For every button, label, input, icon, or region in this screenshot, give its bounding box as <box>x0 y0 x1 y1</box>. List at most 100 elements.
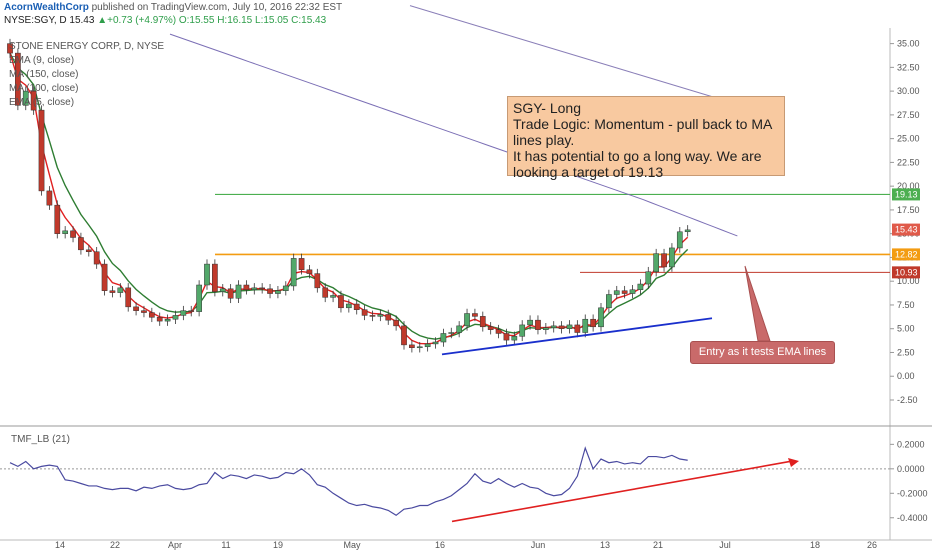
candle-body <box>70 230 76 238</box>
candle-body <box>46 190 53 206</box>
price-tick-label: 32.50 <box>897 62 920 72</box>
candle-body <box>432 341 439 345</box>
candle-body <box>290 258 297 287</box>
price-tick-label: 20.00 <box>897 181 920 191</box>
candle-body <box>38 109 45 192</box>
candle-body <box>558 325 565 329</box>
price-tag-label: 19.13 <box>895 189 918 199</box>
legend-ema9[interactable]: EMA (9, close) <box>9 55 75 66</box>
candle-body <box>416 346 423 349</box>
note-target: It has potential to go a long way. We ar… <box>513 148 762 180</box>
candle-body <box>172 315 179 320</box>
entry-callout: Entry as it tests EMA lines <box>690 341 835 364</box>
candle-body <box>156 317 163 322</box>
candle-body <box>495 329 502 334</box>
candle-body <box>322 287 329 298</box>
price-tag <box>892 266 920 279</box>
candle-body <box>227 288 234 299</box>
price-tick-label: 22.50 <box>897 157 920 167</box>
date-tick-label: Apr <box>168 540 182 550</box>
price-tag-label: 10.93 <box>895 267 918 277</box>
candle-body <box>401 325 407 346</box>
date-tick-label: 16 <box>435 540 445 550</box>
candle-body <box>219 288 226 292</box>
candle-body <box>196 284 202 312</box>
legend-ema5[interactable]: EMA (5, close) <box>9 97 75 108</box>
candle-body <box>338 295 344 309</box>
candle-body <box>109 290 116 293</box>
candle-body <box>212 263 218 292</box>
candle-body <box>282 285 289 291</box>
date-tick-label: Jun <box>531 540 546 550</box>
candle-body <box>479 316 486 328</box>
candle-body <box>645 271 652 285</box>
price-tick-label: 0.00 <box>897 371 915 381</box>
candle-body <box>574 324 581 333</box>
candle-body <box>511 336 518 341</box>
price-tick-label: 30.00 <box>897 86 920 96</box>
symbol-line: NYSE:SGY, D 15.43 ▲+0.73 (+4.97%) O:15.5… <box>4 15 326 26</box>
candle-body <box>7 43 13 54</box>
candle-body <box>164 318 171 322</box>
candle-body <box>251 287 258 290</box>
candle-body <box>369 315 376 317</box>
candle-body <box>598 307 604 328</box>
date-tick-label: 22 <box>110 540 120 550</box>
publisher-line: AcornWealthCorp published on TradingView… <box>4 2 342 13</box>
candle-body <box>503 333 510 341</box>
author-link[interactable]: AcornWealthCorp <box>4 2 89 13</box>
ohlc-values: O:15.55 H:16.15 L:15.05 C:15.43 <box>178 15 327 26</box>
candle-body <box>385 314 392 321</box>
legend-ma100[interactable]: MA (100, close) <box>9 83 79 94</box>
candle-body <box>456 325 463 333</box>
candle-body <box>424 343 431 348</box>
support-trendline <box>441 317 713 356</box>
legend-symbol[interactable]: STONE ENERGY CORP, D, NYSE <box>9 41 165 52</box>
price-tag <box>892 188 920 201</box>
candle-body <box>621 290 628 294</box>
date-tick-label: 26 <box>867 540 877 550</box>
candle-body <box>22 90 29 106</box>
date-tick-label: Jul <box>719 540 731 550</box>
candle-body <box>235 284 242 299</box>
note-logic: Trade Logic: Momentum - pull back to MA … <box>513 116 772 148</box>
candle-body <box>345 303 352 309</box>
price-tick-label: 5.00 <box>897 324 915 334</box>
candle-body <box>448 332 455 334</box>
candle-body <box>180 310 187 316</box>
candle-body <box>464 313 470 327</box>
candle-body <box>653 253 660 272</box>
tmf-tick-label: -0.4000 <box>897 513 928 523</box>
candle-body <box>243 284 250 290</box>
price-tick-label: 35.00 <box>897 39 920 49</box>
candle-body <box>542 327 549 330</box>
trade-note: SGY- Long Trade Logic: Momentum - pull b… <box>507 96 785 180</box>
date-tick-label: 11 <box>221 540 230 550</box>
candle-body <box>15 52 21 106</box>
candle-body <box>377 314 384 317</box>
candle-body <box>93 251 100 265</box>
candle-body <box>298 258 305 271</box>
candle-body <box>30 90 37 111</box>
candle-body <box>566 324 573 329</box>
candle-body <box>117 287 124 293</box>
candle-body <box>606 294 612 309</box>
price-change: +0.73 (+4.97%) <box>107 15 177 26</box>
ma150-line <box>409 5 765 113</box>
price-tick-label: 2.50 <box>897 347 915 357</box>
legend-ma150[interactable]: MA (150, close) <box>9 69 79 80</box>
candle-body <box>661 253 667 268</box>
symbol-label: NYSE:SGY, D <box>4 15 67 26</box>
candle-body <box>267 288 273 294</box>
candle-body <box>637 283 644 290</box>
candle-body <box>590 318 596 328</box>
price-tick-label: 10.00 <box>897 276 920 286</box>
candle-body <box>353 303 360 310</box>
candle-body <box>519 324 526 337</box>
indicator-label[interactable]: TMF_LB (21) <box>11 434 70 445</box>
tmf-tick-label: 0.2000 <box>897 439 925 449</box>
candle-body <box>141 310 147 313</box>
candle-body <box>684 229 691 233</box>
candle-body <box>629 289 636 294</box>
